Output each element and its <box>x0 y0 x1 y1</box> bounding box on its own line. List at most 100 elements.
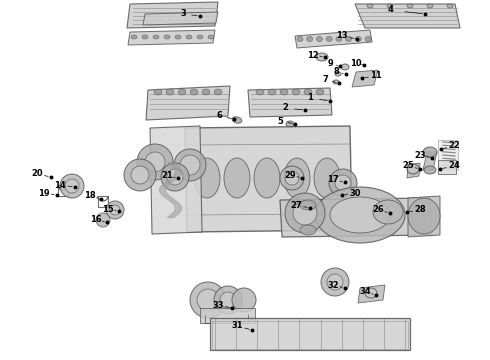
Text: 34: 34 <box>359 288 371 297</box>
Text: 8: 8 <box>333 68 339 77</box>
Ellipse shape <box>423 147 437 157</box>
Ellipse shape <box>106 201 124 219</box>
Polygon shape <box>185 126 352 232</box>
Polygon shape <box>146 86 230 120</box>
Text: 28: 28 <box>414 206 426 215</box>
Ellipse shape <box>341 64 349 70</box>
Ellipse shape <box>300 225 316 235</box>
Text: 10: 10 <box>350 59 362 68</box>
Ellipse shape <box>197 35 203 39</box>
Ellipse shape <box>131 166 149 184</box>
Text: 25: 25 <box>402 162 414 171</box>
Ellipse shape <box>186 35 192 39</box>
Ellipse shape <box>304 89 312 95</box>
Ellipse shape <box>194 158 220 198</box>
Ellipse shape <box>124 159 156 191</box>
Ellipse shape <box>96 213 110 227</box>
Ellipse shape <box>314 158 340 198</box>
Ellipse shape <box>335 175 351 191</box>
Ellipse shape <box>316 89 324 95</box>
Ellipse shape <box>321 268 349 296</box>
Text: 7: 7 <box>322 76 328 85</box>
Ellipse shape <box>166 89 174 95</box>
Ellipse shape <box>220 292 236 308</box>
Ellipse shape <box>268 89 276 95</box>
Text: 3: 3 <box>180 9 186 18</box>
Ellipse shape <box>286 121 294 127</box>
Text: 13: 13 <box>336 31 348 40</box>
Ellipse shape <box>285 171 299 185</box>
Bar <box>212 321 408 349</box>
Ellipse shape <box>256 89 264 95</box>
Ellipse shape <box>447 4 453 8</box>
Ellipse shape <box>327 274 343 290</box>
Bar <box>200 308 255 323</box>
Polygon shape <box>295 30 372 48</box>
Ellipse shape <box>180 155 200 175</box>
Ellipse shape <box>164 35 170 39</box>
Text: 32: 32 <box>327 280 339 289</box>
Text: 27: 27 <box>290 201 302 210</box>
Ellipse shape <box>387 4 393 8</box>
Ellipse shape <box>373 200 403 224</box>
Ellipse shape <box>316 53 328 61</box>
Text: 1: 1 <box>307 94 313 103</box>
Ellipse shape <box>284 158 310 198</box>
Ellipse shape <box>254 158 280 198</box>
Bar <box>438 160 456 174</box>
Ellipse shape <box>145 152 165 172</box>
Ellipse shape <box>329 169 357 197</box>
Polygon shape <box>423 152 437 170</box>
Text: 11: 11 <box>370 72 382 81</box>
Ellipse shape <box>214 89 222 95</box>
Polygon shape <box>407 163 420 178</box>
Ellipse shape <box>174 149 206 181</box>
Text: 5: 5 <box>277 117 283 126</box>
Text: 24: 24 <box>448 162 460 171</box>
Ellipse shape <box>208 35 214 39</box>
Text: 15: 15 <box>102 204 114 213</box>
Ellipse shape <box>167 169 183 185</box>
Text: 14: 14 <box>54 180 66 189</box>
Text: 9: 9 <box>327 59 333 68</box>
Ellipse shape <box>330 197 390 233</box>
Ellipse shape <box>297 36 303 41</box>
Polygon shape <box>143 12 218 25</box>
Ellipse shape <box>232 117 242 123</box>
Ellipse shape <box>424 166 436 174</box>
Polygon shape <box>358 285 385 303</box>
Ellipse shape <box>285 193 325 233</box>
Ellipse shape <box>293 201 317 225</box>
Ellipse shape <box>154 89 162 95</box>
Ellipse shape <box>214 286 242 314</box>
Text: 16: 16 <box>90 216 102 225</box>
Polygon shape <box>150 126 202 234</box>
Text: 12: 12 <box>307 50 319 59</box>
Text: 33: 33 <box>212 301 224 310</box>
Polygon shape <box>352 70 378 87</box>
Ellipse shape <box>280 166 304 190</box>
Text: 21: 21 <box>161 171 173 180</box>
Ellipse shape <box>224 158 250 198</box>
Text: 20: 20 <box>31 170 43 179</box>
Ellipse shape <box>333 80 339 84</box>
Ellipse shape <box>178 89 186 95</box>
Ellipse shape <box>355 36 361 41</box>
Ellipse shape <box>427 4 433 8</box>
Ellipse shape <box>65 179 79 193</box>
Ellipse shape <box>307 36 313 41</box>
Text: 4: 4 <box>387 5 393 14</box>
Text: 29: 29 <box>284 171 296 180</box>
Ellipse shape <box>161 163 189 191</box>
Bar <box>210 318 410 350</box>
Ellipse shape <box>407 4 413 8</box>
Text: 22: 22 <box>448 141 460 150</box>
Ellipse shape <box>326 36 332 41</box>
Ellipse shape <box>137 144 173 180</box>
Ellipse shape <box>175 35 181 39</box>
Text: 23: 23 <box>414 150 426 159</box>
Polygon shape <box>248 88 332 117</box>
Ellipse shape <box>190 282 226 318</box>
Ellipse shape <box>202 89 210 95</box>
Ellipse shape <box>280 89 288 95</box>
